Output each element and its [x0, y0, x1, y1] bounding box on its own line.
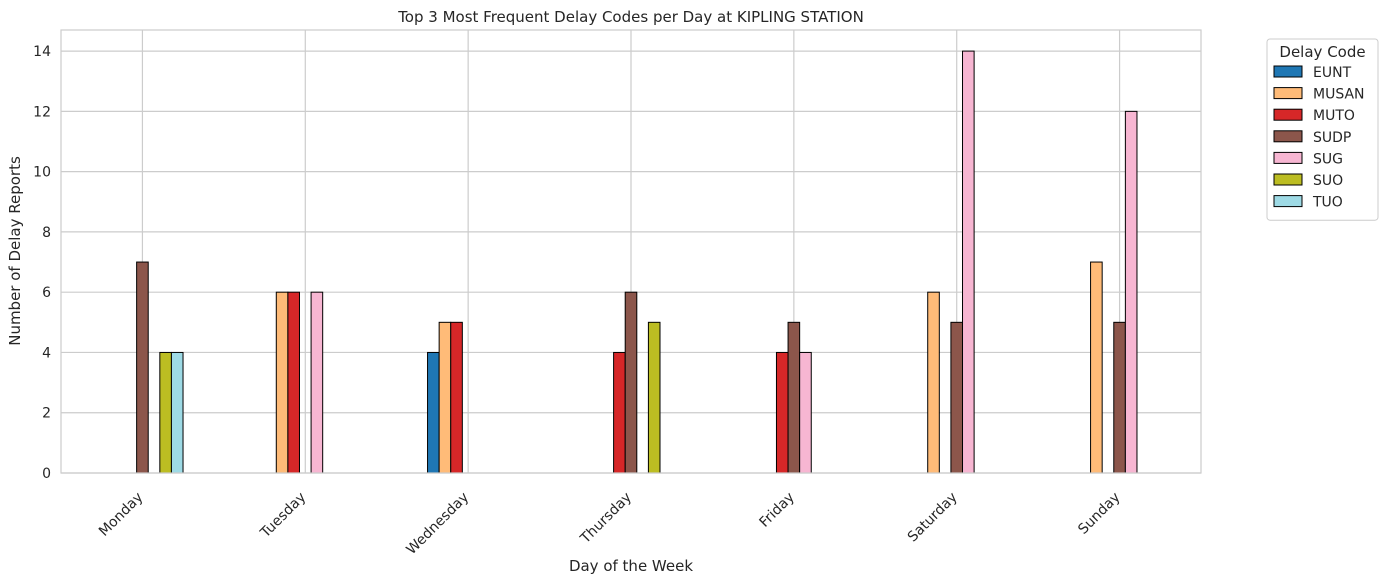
x-tick-label: Thursday	[577, 489, 635, 547]
legend-swatch	[1273, 195, 1303, 208]
bar-muto-tuesday	[287, 291, 300, 474]
bars	[136, 50, 1138, 474]
bar-suo-monday	[159, 351, 172, 474]
legend-swatch	[1273, 173, 1303, 186]
bar-musan-tuesday	[275, 291, 289, 474]
x-tick-label: Saturday	[905, 489, 961, 545]
bar-muto-wednesday	[450, 321, 463, 474]
bar-eunt-wednesday	[427, 351, 440, 474]
bar-suo-thursday	[647, 321, 661, 474]
legend-label: SUDP	[1313, 130, 1351, 146]
legend-swatch	[1273, 108, 1303, 121]
legend-label: TUO	[1312, 195, 1343, 211]
legend-label: MUTO	[1313, 108, 1355, 124]
y-tick-label: 6	[42, 285, 51, 301]
y-tick-label: 10	[33, 165, 51, 181]
plot-frame	[60, 29, 1202, 474]
x-tick-label: Wednesday	[404, 489, 473, 558]
bar-muto-friday	[775, 351, 789, 474]
bar-sudp-saturday	[950, 321, 964, 474]
legend-swatch	[1273, 151, 1303, 164]
chart-title: Top 3 Most Frequent Delay Codes per Day …	[397, 8, 864, 26]
x-tick-label: Tuesday	[257, 489, 309, 541]
y-tick-label: 8	[42, 225, 51, 241]
y-tick-label: 4	[42, 345, 51, 361]
bar-muto-thursday	[613, 351, 626, 474]
bar-sudp-thursday	[624, 291, 638, 474]
y-tick-label: 2	[42, 406, 51, 422]
y-tick-label: 0	[42, 466, 51, 482]
y-tick-label: 12	[33, 104, 51, 120]
bar-musan-wednesday	[438, 321, 452, 474]
bar-musan-saturday	[927, 291, 940, 474]
bar-musan-sunday	[1090, 261, 1103, 474]
bar-sudp-monday	[136, 261, 149, 474]
bar-sudp-friday	[787, 321, 801, 474]
tick-labels: 0 2 4 6 8 10 12 14 Monday Tuesday Wednesday Thursda…	[33, 44, 1123, 558]
legend-swatch	[1273, 130, 1303, 143]
legend-label: SUO	[1313, 173, 1343, 189]
x-tick-label: Sunday	[1075, 489, 1123, 537]
legend-label: MUSAN	[1313, 87, 1365, 103]
legend-swatch	[1273, 87, 1303, 100]
legend: Delay Code EUNT MUSAN MUTO SUDP SUG SUO TUO	[1266, 38, 1379, 221]
legend-title: Delay Code	[1279, 43, 1365, 61]
y-axis-title: Number of Delay Reports	[6, 156, 24, 346]
bar-tuo-monday	[170, 351, 184, 474]
bar-sudp-sunday	[1113, 321, 1126, 474]
legend-label: SUG	[1313, 151, 1343, 167]
bar-sug-sunday	[1124, 110, 1138, 474]
legend-label: EUNT	[1313, 65, 1352, 81]
bar-sug-friday	[799, 351, 812, 474]
bar-sug-tuesday	[310, 291, 324, 474]
x-tick-label: Friday	[757, 489, 798, 530]
legend-swatch	[1273, 65, 1303, 78]
x-tick-label: Monday	[96, 489, 146, 539]
x-axis-title: Day of the Week	[569, 557, 693, 575]
bar-sug-saturday	[962, 50, 975, 474]
y-tick-label: 14	[33, 44, 51, 60]
